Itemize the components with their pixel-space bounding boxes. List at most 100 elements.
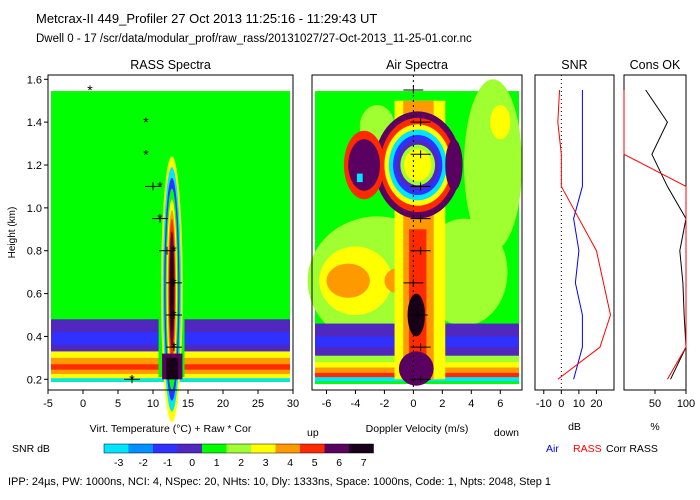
colorbar-swatch	[177, 444, 202, 453]
air-xtick-label: -2	[380, 398, 390, 410]
rass-cor-marker: *	[143, 146, 149, 162]
header-title: Metcrax-II 449_Profiler 27 Oct 2013 11:2…	[36, 11, 378, 26]
colorbar-tick-label: 6	[336, 457, 342, 469]
cons-title: Cons OK	[630, 58, 681, 72]
rass-ylabel: Height (km)	[7, 207, 18, 259]
snr-xtick-label: 0	[558, 398, 564, 410]
colorbar-tick-label: -3	[114, 457, 123, 469]
rass-frame	[47, 74, 294, 391]
snr-line-air	[573, 90, 583, 380]
rass-plume-core	[166, 357, 179, 380]
rass-cor-marker: *	[157, 178, 163, 194]
cons-xtick-label: 100	[677, 398, 695, 410]
colorbar-swatch	[251, 444, 276, 453]
rass-xtick-label: 5	[115, 398, 121, 410]
colorbar-tick-label: 5	[312, 457, 318, 469]
rass-ytick-label: 0.2	[27, 374, 42, 386]
rass-cor-marker: *	[143, 114, 149, 130]
snr-xtick-label: -10	[536, 398, 552, 410]
cons-xlabel: %	[650, 421, 659, 433]
air-column-core	[409, 229, 427, 358]
colorbar-swatch	[153, 444, 178, 453]
colorbar-tick-label: 7	[361, 457, 367, 469]
rass-xlabel: Virt. Temperature (°C) + Raw * Cor	[90, 423, 252, 435]
cons-frame	[623, 74, 687, 391]
snr-xtick-label: 10	[573, 398, 585, 410]
colorbar-swatch	[226, 444, 251, 453]
snr-xlabel: dB	[568, 421, 581, 433]
rass-xtick-label: 30	[287, 398, 299, 410]
air-xtick-label: 2	[439, 398, 445, 410]
rass-ytick-label: 1.4	[27, 117, 42, 129]
air-upper-blob	[403, 148, 432, 182]
air-patch	[326, 263, 370, 298]
legend-air: Air	[546, 443, 559, 455]
air-frame	[311, 74, 523, 391]
air-left-lobe	[348, 139, 381, 191]
rass-xtick-label: 0	[80, 398, 86, 410]
colorbar-swatch	[202, 444, 227, 453]
legend-corr: Corr RASS	[606, 443, 658, 455]
colorbar-label: SNR dB	[12, 443, 50, 455]
air-xtick-label: 0	[410, 398, 416, 410]
colorbar-tick-label: 4	[287, 457, 293, 469]
rass-cor-marker: *	[171, 307, 177, 323]
rass-plume	[170, 246, 174, 333]
air-core	[398, 351, 434, 386]
snr-frame	[534, 74, 615, 391]
rass-ytick-label: 0.8	[27, 246, 42, 258]
air-xtick-label: 6	[497, 398, 503, 410]
colorbar-frame	[103, 443, 374, 454]
colorbar-tick-label: 2	[238, 457, 244, 469]
rass-cor-marker: *	[157, 211, 163, 227]
colorbar-tick-label: -1	[163, 457, 172, 469]
rass-xtick-label: 10	[147, 398, 159, 410]
rass-ytick-label: 1.0	[27, 203, 42, 215]
air-xtick-label: -6	[322, 398, 332, 410]
colorbar-tick-label: 1	[214, 457, 220, 469]
snr-title: SNR	[561, 58, 587, 72]
colorbar-swatch	[104, 444, 129, 453]
rass-xtick-label: 25	[252, 398, 264, 410]
colorbar-tick-label: 0	[189, 457, 195, 469]
rass-cor-marker: *	[87, 82, 93, 98]
colorbar-tick-label: -2	[139, 457, 148, 469]
colorbar-swatch	[300, 444, 325, 453]
air-xtick-label: -4	[351, 398, 361, 410]
rass-ytick-label: 0.4	[27, 331, 42, 343]
cons-line-corr	[645, 89, 687, 380]
rass-cor-marker: *	[171, 243, 177, 259]
rass-xtick-label: -5	[43, 398, 53, 410]
colorbar-swatch	[128, 444, 153, 453]
rass-ytick-label: 0.6	[27, 289, 42, 301]
rass-xtick-label: 20	[217, 398, 229, 410]
rass-xtick-label: 15	[182, 398, 194, 410]
air-patch	[490, 105, 511, 140]
cons-line-rass	[623, 90, 687, 380]
cons-xtick-label: 50	[649, 398, 661, 410]
air-left-lobe-spot	[356, 173, 363, 183]
colorbar-swatch	[275, 444, 300, 453]
air-right-lobe	[445, 139, 463, 191]
header-dwell: Dwell 0 - 17 /scr/data/modular_prof/raw_…	[36, 33, 472, 45]
rass-title: RASS Spectra	[130, 58, 211, 72]
air-xlabel: Doppler Velocity (m/s)	[366, 423, 469, 435]
snr-line-rass	[557, 89, 612, 380]
air-title: Air Spectra	[386, 58, 448, 72]
rass-cor-marker: *	[129, 371, 135, 387]
snr-xtick-label: 20	[590, 398, 602, 410]
air-patch	[464, 79, 522, 251]
rass-cor-marker: *	[171, 275, 177, 291]
air-xlabel-up: up	[307, 427, 319, 439]
colorbar-tick-label: 3	[263, 457, 269, 469]
air-xtick-label: 4	[468, 398, 474, 410]
legend-rass: RASS	[573, 443, 602, 455]
rass-ytick-label: 1.2	[27, 160, 42, 172]
colorbar-swatch	[324, 444, 349, 453]
rass-cor-marker: *	[171, 339, 177, 355]
footer-params: IPP: 24µs, PW: 1000ns, NCI: 4, NSpec: 20…	[8, 476, 551, 488]
colorbar-swatch	[349, 444, 374, 453]
air-xlabel-down: down	[494, 427, 519, 439]
rass-ytick-label: 1.6	[27, 74, 42, 86]
